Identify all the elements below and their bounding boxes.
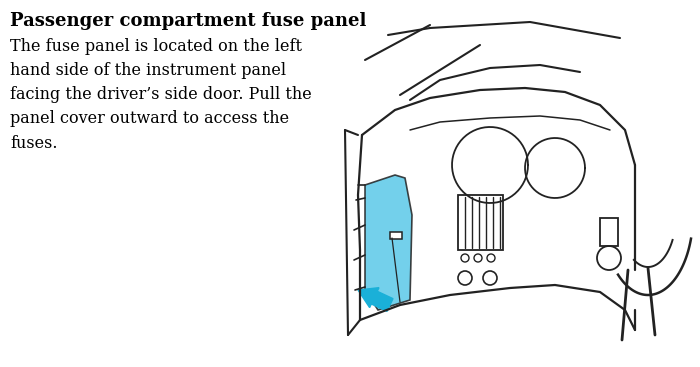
Text: The fuse panel is located on the left
hand side of the instrument panel
facing t: The fuse panel is located on the left ha… [10,38,312,152]
FancyArrow shape [358,288,393,311]
Bar [600,218,618,246]
Polygon shape [365,175,412,310]
Bar [390,232,402,239]
Bar [458,195,503,250]
Text: Passenger compartment fuse panel: Passenger compartment fuse panel [10,12,366,30]
